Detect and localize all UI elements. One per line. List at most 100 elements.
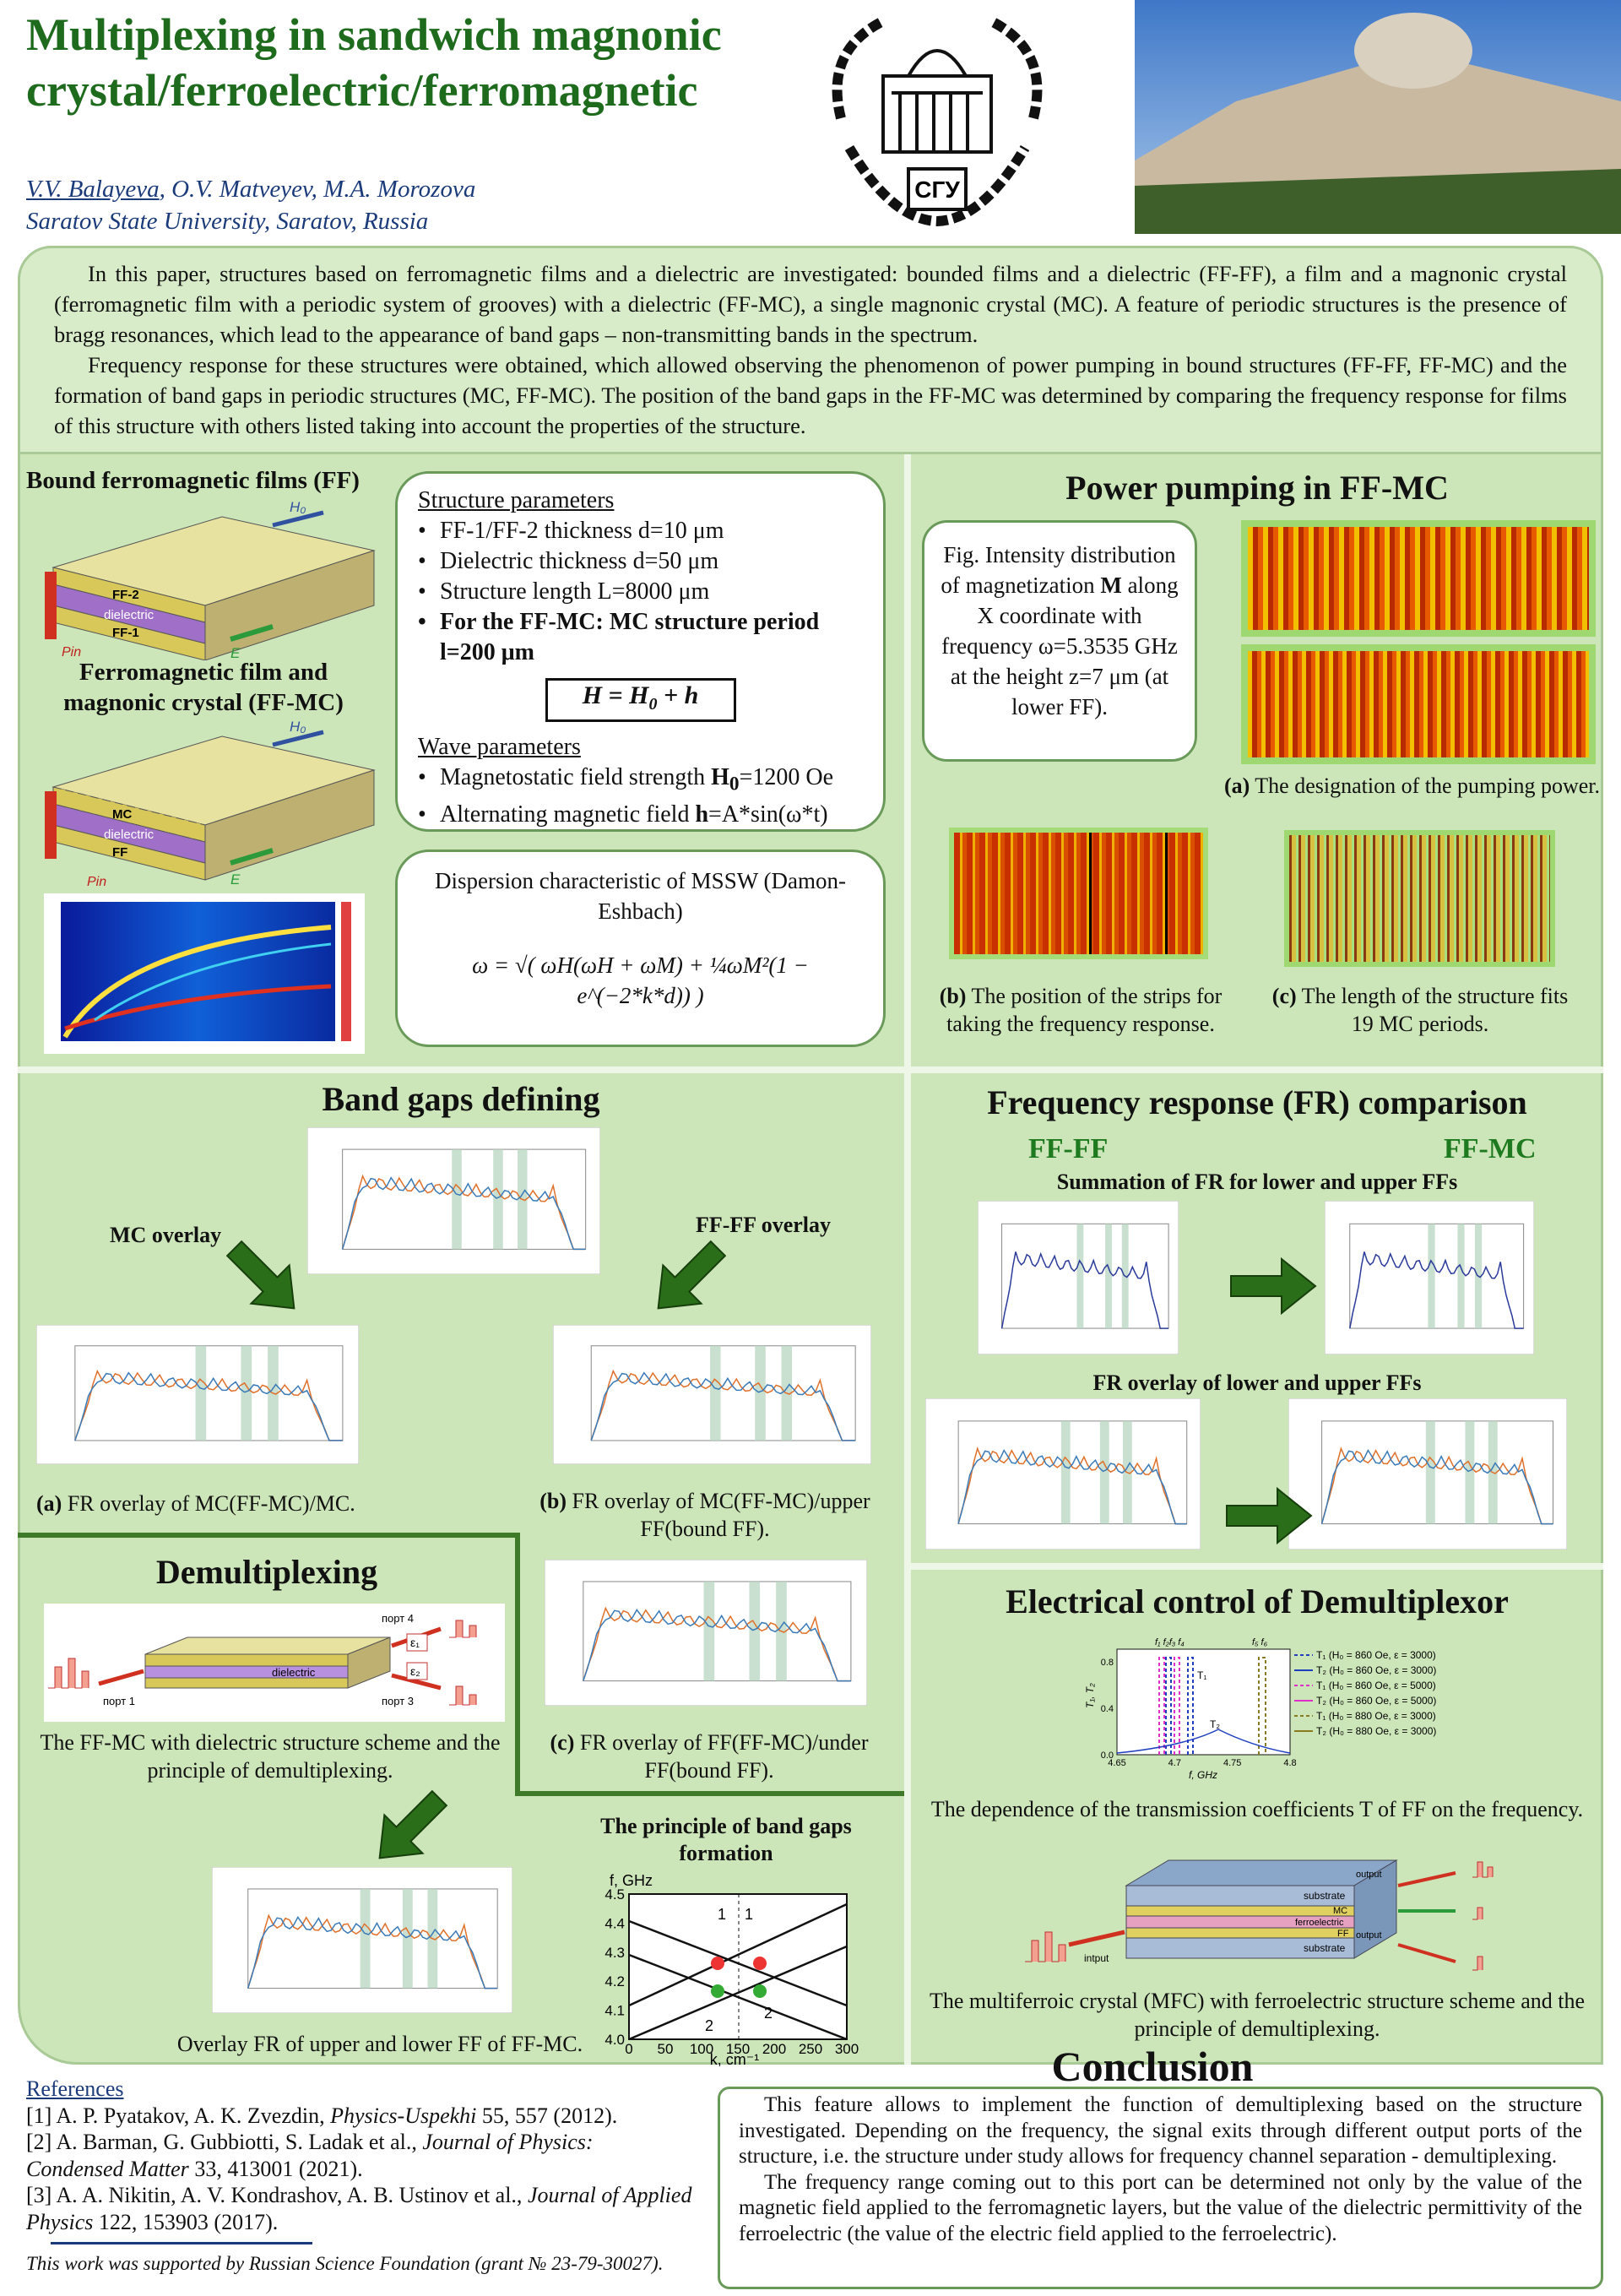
label: intput <box>1084 1952 1109 1964</box>
laurel <box>832 16 1043 120</box>
label: E <box>230 645 241 660</box>
arrow <box>378 1789 448 1859</box>
branch-label: 2 <box>705 2017 713 2034</box>
dispersion-map <box>44 893 365 1054</box>
arrow <box>230 624 274 642</box>
heatmap <box>1241 644 1596 764</box>
point <box>711 1984 724 1998</box>
thumb-axes <box>957 1420 1188 1525</box>
band-gap <box>755 1345 766 1441</box>
branch <box>628 1953 848 2041</box>
y-tick-label: 0.4 <box>1101 1704 1114 1714</box>
curve-label: T₂ <box>1210 1718 1220 1730</box>
label: (b) <box>939 984 967 1008</box>
y-tick-label: 4.2 <box>604 1973 625 1989</box>
label: Pin <box>87 875 106 888</box>
branch <box>94 942 332 1022</box>
ticks: 4.0 4.1 4.2 4.3 4.4 4.5 0 50 100 150 200 250 300 <box>604 1886 859 2057</box>
x-tick-label: 100 <box>690 2041 713 2057</box>
antenna <box>45 572 57 639</box>
caption: (c) FR overlay of FF(FF-MC)/under FF(bou… <box>528 1729 891 1784</box>
spectrum <box>1472 1861 1494 1971</box>
band-gap <box>360 1888 371 1989</box>
y-tick-label: 0.0 <box>1101 1750 1114 1761</box>
abstract-paragraph: Frequency response for these structures … <box>54 352 1567 438</box>
item: FF-1/FF-2 thickness d=10 μm <box>418 516 863 546</box>
text: along X coordinate with frequency ω=5.35… <box>941 573 1179 719</box>
label: (c) <box>1271 984 1297 1008</box>
item: For the FF-MC: MC structure period l=200… <box>418 607 863 668</box>
laurel <box>844 144 1030 227</box>
label: output <box>1356 1870 1382 1880</box>
band-gap <box>402 1888 413 1989</box>
arrow <box>1397 1943 1456 1963</box>
label: порт 3 <box>382 1695 414 1707</box>
band-gap <box>1457 1224 1465 1329</box>
arrow-shape <box>378 1789 448 1859</box>
text: The designation of the pumping power. <box>1250 773 1600 798</box>
authors: V.V. Balayeva, O.V. Matveyev, M.A. Moroz… <box>26 173 475 205</box>
section-title: Conclusion <box>1051 2043 1254 2090</box>
reference: [2] A. Barman, G. Gubbiotti, S. Ladak et… <box>26 2129 693 2182</box>
x-tick-label: 4.7 <box>1168 1758 1181 1768</box>
layer <box>144 1653 349 1667</box>
legend-label: T₂ (H₀ = 880 Oe, ε = 3000) <box>1316 1725 1436 1737</box>
point <box>753 1957 767 1970</box>
journal: Journal of Physics: Condensed Matter <box>26 2130 594 2181</box>
abstract-paragraph: In this paper, structures based on ferro… <box>54 261 1567 347</box>
y-tick-label: 4.0 <box>604 2032 625 2048</box>
formula-sub: 0 <box>648 695 658 714</box>
band-gap <box>1465 1420 1475 1524</box>
reference: [1] A. P. Pyatakov, A. K. Zvezdin, Physi… <box>26 2103 693 2130</box>
label: MC overlay <box>110 1223 222 1247</box>
label: FF-2 <box>112 588 139 602</box>
fr-thumbnail <box>1325 1201 1534 1354</box>
axis-label: T₁, T₂ <box>1084 1683 1096 1708</box>
section-title: Ferromagnetic film and magnonic crystal … <box>26 657 381 718</box>
arrow <box>230 848 274 866</box>
label: MC <box>1333 1906 1347 1916</box>
arrow-shape <box>1230 1257 1317 1316</box>
label: output <box>1356 1930 1382 1940</box>
label: FR overlay of lower and upper FFs <box>1092 1371 1422 1395</box>
fr-curve <box>247 1915 498 1989</box>
heatmap <box>1241 520 1596 637</box>
x-tick-label: 50 <box>658 2041 674 2057</box>
layer <box>144 1677 349 1689</box>
title-line: Ferromagnetic film and <box>79 659 328 686</box>
text: [3] A. A. Nikitin, A. V. Kondrashov, A. … <box>26 2183 528 2207</box>
label: FF-FF <box>1028 1133 1109 1164</box>
caption: (b) FR overlay of MC(FF-MC)/upper FF(bou… <box>523 1487 886 1543</box>
legend-label: T₂ (H₀ = 860 Oe, ε = 5000) <box>1316 1695 1436 1707</box>
caption: (a) FR overlay of MC(FF-MC)/MC. <box>36 1490 355 1517</box>
spectrum <box>449 1620 477 1638</box>
x-tick-label: 4.65 <box>1108 1758 1125 1768</box>
text: The length of the structure fits 19 MC p… <box>1296 984 1569 1036</box>
thumb-axes <box>247 1888 498 1989</box>
text: 122, 153903 (2017). <box>93 2209 279 2234</box>
arrow-shape <box>657 1240 727 1310</box>
label: (b) <box>539 1489 567 1513</box>
shield <box>907 167 968 211</box>
divider <box>515 1533 520 1796</box>
demux-diagram: порт 1 порт 4 порт 3 ε₁ ε₂ dielectric <box>44 1604 505 1722</box>
formula-part: + h <box>657 681 699 709</box>
fr-curve <box>1000 1251 1169 1329</box>
thumb-axes <box>1001 1223 1169 1329</box>
label: E <box>230 871 241 887</box>
curve <box>1116 1729 1291 1754</box>
heading: References <box>26 2076 124 2101</box>
logo: СГУ <box>740 0 1135 234</box>
references: References [1] A. P. Pyatakov, A. K. Zve… <box>26 2076 693 2235</box>
arrow <box>225 1240 295 1310</box>
heatmap <box>1284 830 1555 967</box>
label: (a) <box>36 1491 62 1516</box>
divider <box>904 454 911 2065</box>
title: Multiplexing in sandwich magnonic crysta… <box>26 7 722 118</box>
mfc-diagram: substrate MC ferroelectric FF substrate … <box>1025 1859 1494 1971</box>
caption: (c) The length of the structure fits 19 … <box>1266 982 1574 1038</box>
legend: T₁ (H₀ = 860 Oe, ε = 3000) T₂ (H₀ = 860 O… <box>1294 1649 1436 1737</box>
parameters-box: Structure parameters FF-1/FF-2 thickness… <box>395 471 886 832</box>
branch-label: 2 <box>764 2005 773 2022</box>
